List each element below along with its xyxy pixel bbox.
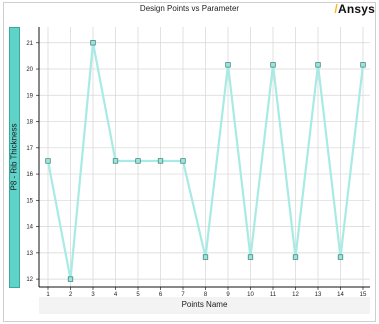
- y-tick-label: 15: [26, 198, 33, 204]
- plot-area: [39, 27, 370, 287]
- data-point-marker: [360, 62, 366, 68]
- y-tick-label: 14: [26, 225, 33, 231]
- data-point-marker: [202, 254, 209, 260]
- data-point-marker: [292, 254, 299, 260]
- data-point-marker: [112, 158, 119, 164]
- x-tick-label: 7: [181, 292, 185, 298]
- y-tick-label: 20: [26, 67, 33, 73]
- data-point-marker: [270, 62, 276, 68]
- x-axis-label: Points Name: [181, 300, 228, 309]
- y-tick-label: 12: [26, 277, 33, 283]
- y-axis-label-bar: [9, 27, 20, 288]
- y-tick-label: 17: [26, 146, 33, 152]
- x-tick-label: 2: [69, 292, 73, 298]
- data-point-marker: [90, 40, 96, 46]
- x-tick-label: 1: [46, 292, 50, 298]
- data-point-marker: [315, 62, 321, 68]
- x-tick-label: 4: [114, 292, 118, 298]
- x-tick-label: 6: [159, 292, 163, 298]
- data-point-marker: [157, 158, 164, 164]
- logo-mark-icon: /: [334, 2, 338, 16]
- y-tick-label: 18: [26, 120, 33, 126]
- x-tick-label: 3: [91, 292, 95, 298]
- data-point-marker: [247, 254, 254, 260]
- data-point-marker: [45, 158, 51, 164]
- data-point-marker: [337, 254, 344, 260]
- ansys-logo: /Ansys: [334, 2, 375, 16]
- y-tick-label: 21: [26, 41, 33, 47]
- y-tick-label: 16: [26, 172, 33, 178]
- logo-text: Ansys: [337, 2, 375, 16]
- x-tick-label: 13: [315, 292, 322, 298]
- x-tick-label: 14: [337, 292, 344, 298]
- x-tick-label: 10: [247, 292, 254, 298]
- data-point-marker: [135, 158, 141, 164]
- data-point-marker: [180, 158, 186, 164]
- chart-title: Design Points vs Parameter: [139, 4, 240, 13]
- y-tick-label: 19: [26, 93, 33, 99]
- data-point-marker: [67, 276, 74, 282]
- y-tick-label: 13: [26, 251, 33, 257]
- x-axis-band: [39, 297, 370, 314]
- x-tick-label: 15: [360, 292, 367, 298]
- data-point-marker: [225, 62, 231, 68]
- x-tick-label: 8: [204, 292, 208, 298]
- x-tick-label: 12: [292, 292, 299, 298]
- x-tick-label: 11: [270, 292, 277, 298]
- x-tick-label: 9: [226, 292, 230, 298]
- x-tick-label: 5: [136, 292, 140, 298]
